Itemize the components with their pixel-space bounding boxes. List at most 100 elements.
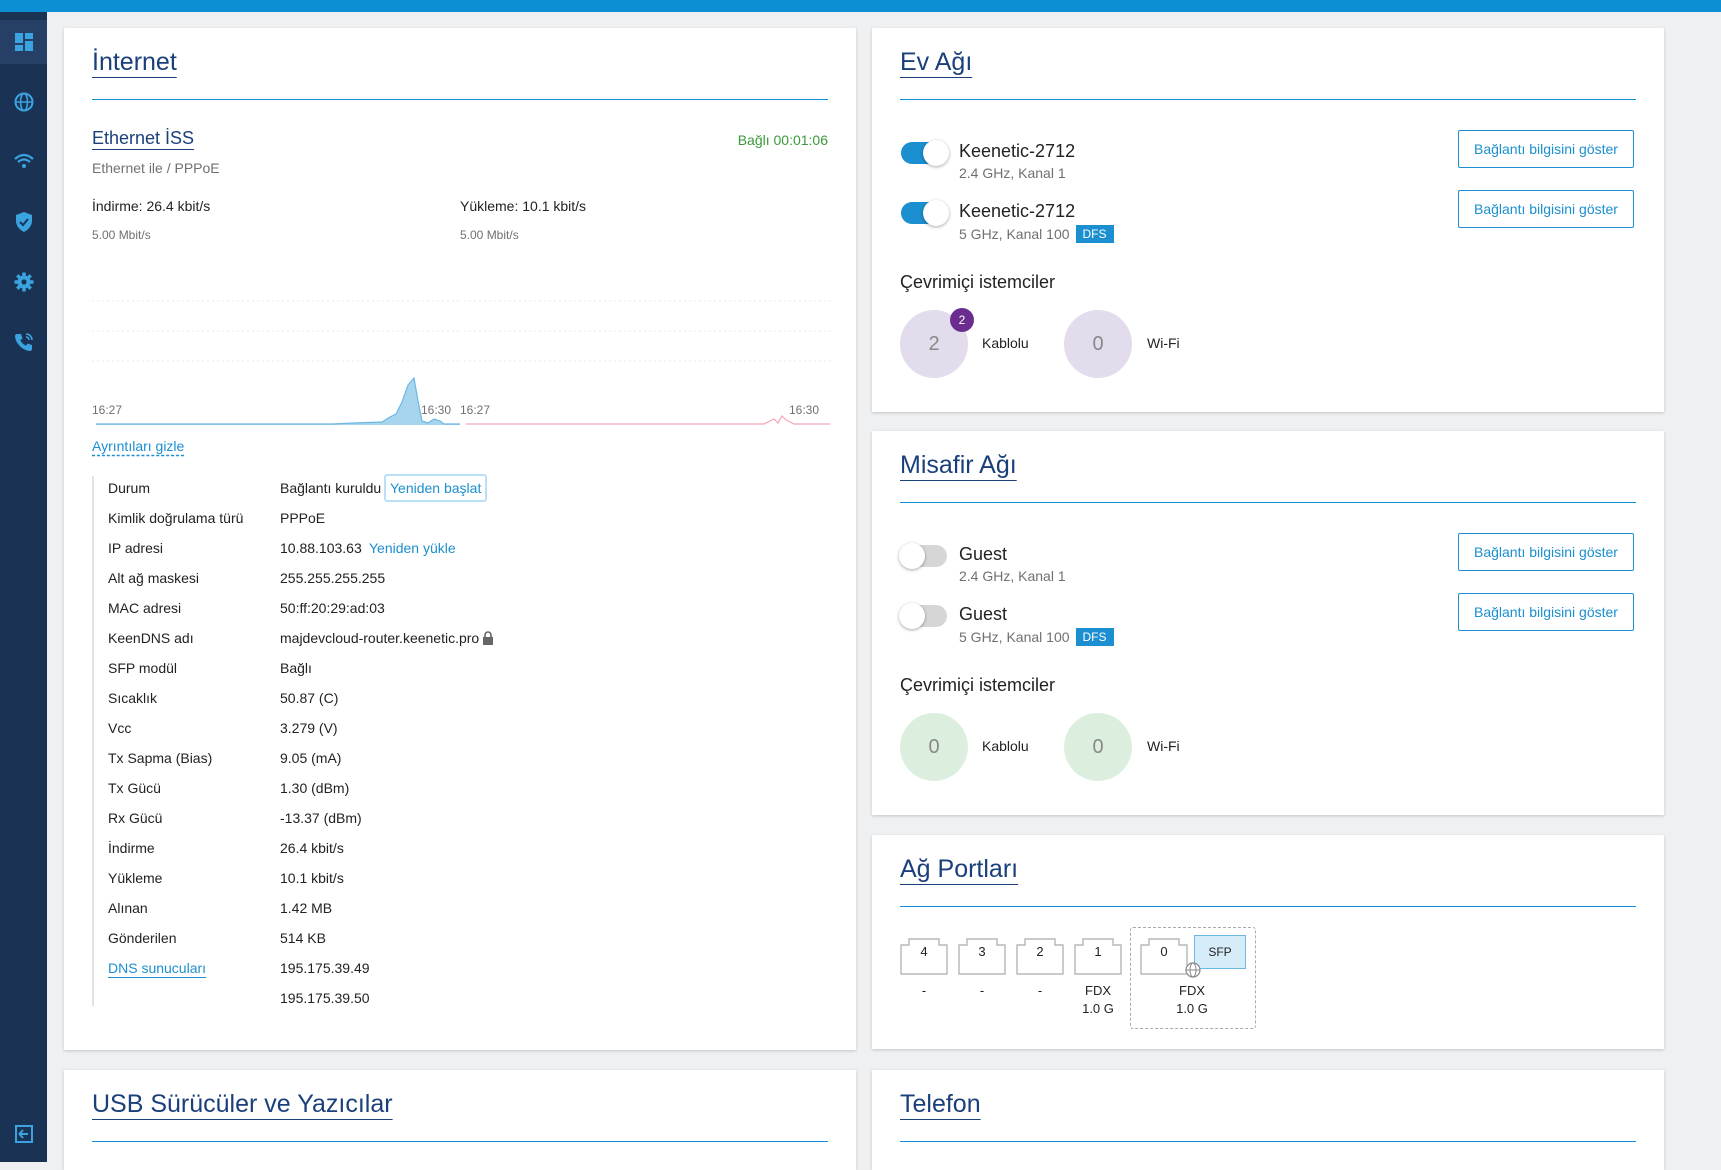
detail-label: İndirme bbox=[108, 840, 155, 856]
port-number: 3 bbox=[978, 944, 986, 959]
port-status-line1: - bbox=[921, 983, 927, 998]
show-connection-info-button[interactable]: Bağlantı bilgisini göster bbox=[1458, 130, 1634, 168]
wifi-clients-count: 0 bbox=[1092, 735, 1104, 758]
detail-value: 195.175.39.50 bbox=[280, 990, 370, 1006]
wifi-toggle-5[interactable] bbox=[901, 200, 949, 226]
port-2[interactable]: 2 bbox=[1016, 935, 1064, 975]
sidebar-item-logout[interactable] bbox=[0, 1112, 47, 1156]
port-status-line1: - bbox=[979, 983, 985, 998]
port-status: - bbox=[958, 982, 1006, 1000]
sidebar-item-wifi[interactable] bbox=[0, 140, 47, 184]
restart-link[interactable]: Yeniden başlat bbox=[384, 474, 488, 502]
phone-icon bbox=[14, 333, 33, 351]
wired-clients-circle[interactable]: 0 bbox=[900, 713, 968, 781]
download-time-start: 16:27 bbox=[92, 403, 123, 417]
guest-toggle-24[interactable] bbox=[899, 543, 947, 569]
port-number: 0 bbox=[1160, 944, 1168, 959]
card-title: Telefon bbox=[900, 1090, 981, 1118]
guest-toggle-5[interactable] bbox=[899, 603, 947, 629]
port-status: - bbox=[1016, 982, 1064, 1000]
upload-graph bbox=[464, 300, 832, 425]
detail-label: SFP modül bbox=[108, 660, 177, 676]
dfs-badge: DFS bbox=[1075, 628, 1114, 646]
network-ports-card: Ağ Portları 4 - 3 - 2 - 1 FDX 1.0 G 0 SF… bbox=[872, 835, 1664, 1049]
show-connection-info-button[interactable]: Bağlantı bilgisini göster bbox=[1458, 533, 1634, 571]
show-connection-info-button[interactable]: Bağlantı bilgisini göster bbox=[1458, 593, 1634, 631]
ssid-band: 5 GHz, Kanal 100 DFS bbox=[959, 628, 1114, 646]
detail-value: 255.255.255.255 bbox=[280, 570, 386, 586]
hide-details-link[interactable]: Ayrıntıları gizle bbox=[92, 438, 185, 454]
detail-label: Alınan bbox=[108, 900, 148, 916]
phone-card: Telefon bbox=[872, 1070, 1664, 1170]
logout-icon bbox=[14, 1125, 33, 1143]
ethernet-port-icon bbox=[1016, 938, 1064, 975]
ssid-name: Keenetic-2712 bbox=[959, 201, 1076, 221]
iss-title[interactable]: Ethernet İSS bbox=[92, 128, 195, 148]
detail-value: 1.42 MB bbox=[280, 900, 333, 916]
port-4[interactable]: 4 bbox=[900, 935, 948, 975]
ssid-name: Guest bbox=[959, 604, 1008, 624]
download-time-end: 16:30 bbox=[421, 403, 452, 417]
detail-value: 10.1 kbit/s bbox=[280, 870, 344, 886]
title-divider bbox=[900, 1141, 1636, 1142]
detail-label-durum: Durum bbox=[108, 480, 151, 496]
sfp-port[interactable]: SFP bbox=[1194, 935, 1246, 969]
detail-value: 3.279 (V) bbox=[280, 720, 338, 736]
ethernet-port-icon bbox=[1074, 938, 1122, 975]
port-0[interactable]: 0 bbox=[1140, 935, 1188, 975]
detail-value: 50:ff:20:29:ad:03 bbox=[280, 600, 385, 616]
detail-value: 50.87 (C) bbox=[280, 690, 339, 706]
online-clients-title: Çevrimiçi istemciler bbox=[900, 272, 1056, 292]
show-connection-info-button[interactable]: Bağlantı bilgisini göster bbox=[1458, 190, 1634, 228]
upload-label: Yükleme: 10.1 kbit/s bbox=[460, 198, 587, 214]
title-divider bbox=[900, 99, 1636, 100]
detail-label: Tx Gücü bbox=[108, 780, 161, 796]
dns-servers-link[interactable]: DNS sunucuları bbox=[108, 960, 207, 976]
sidebar-item-phone[interactable] bbox=[0, 320, 47, 364]
sidebar bbox=[0, 12, 47, 1162]
sidebar-item-internet[interactable] bbox=[0, 80, 47, 124]
port-number: 4 bbox=[920, 944, 928, 959]
dashboard-icon bbox=[14, 33, 33, 51]
wifi-clients-circle[interactable]: 0 bbox=[1064, 310, 1132, 378]
connection-status: Bağlı 00:01:06 bbox=[737, 132, 828, 148]
online-clients-title: Çevrimiçi istemciler bbox=[900, 675, 1056, 695]
wifi-clients-circle[interactable]: 0 bbox=[1064, 713, 1132, 781]
title-divider bbox=[92, 99, 828, 100]
detail-value: majdevcloud-router.keenetic.pro bbox=[280, 630, 480, 646]
detail-value: -13.37 (dBm) bbox=[280, 810, 362, 826]
port-1[interactable]: 1 bbox=[1074, 935, 1122, 975]
sidebar-item-settings[interactable] bbox=[0, 260, 47, 304]
top-accent-bar bbox=[0, 0, 1721, 12]
home-network-card: Ev Ağı Keenetic-2712 2.4 GHz, Kanal 1 Ba… bbox=[872, 28, 1664, 412]
port-status-line1: - bbox=[1037, 983, 1043, 998]
title-divider bbox=[900, 906, 1636, 907]
upload-time-start: 16:27 bbox=[460, 403, 491, 417]
download-graph bbox=[92, 300, 460, 425]
wifi-clients-label: Wi-Fi bbox=[1147, 738, 1180, 754]
detail-value: 514 KB bbox=[280, 930, 326, 946]
reload-link[interactable]: Yeniden yükle bbox=[369, 540, 456, 556]
sidebar-item-security[interactable] bbox=[0, 200, 47, 244]
wired-clients-count: 0 bbox=[928, 735, 940, 758]
detail-value: 26.4 kbit/s bbox=[280, 840, 344, 856]
detail-label: IP adresi bbox=[108, 540, 163, 556]
shield-icon bbox=[15, 212, 32, 232]
detail-value: 9.05 (mA) bbox=[280, 750, 342, 766]
detail-label: KeenDNS adı bbox=[108, 630, 194, 646]
port-3[interactable]: 3 bbox=[958, 935, 1006, 975]
wifi-toggle-24[interactable] bbox=[901, 140, 949, 166]
title-divider bbox=[900, 502, 1636, 503]
sidebar-item-dashboard[interactable] bbox=[0, 20, 47, 64]
wifi-icon bbox=[13, 153, 34, 168]
wifi-clients-count: 0 bbox=[1092, 332, 1104, 355]
port-status-line1: FDX bbox=[1085, 983, 1111, 998]
globe-icon bbox=[14, 92, 33, 112]
detail-value: 195.175.39.49 bbox=[280, 960, 370, 976]
port-status: FDX 1.0 G bbox=[1168, 982, 1216, 1018]
usb-card: USB Sürücüler ve Yazıcılar bbox=[64, 1070, 856, 1170]
toggle-knob bbox=[899, 603, 925, 629]
ssid-band: 2.4 GHz, Kanal 1 bbox=[959, 165, 1066, 181]
ethernet-port-icon bbox=[1140, 938, 1188, 975]
detail-label: Sıcaklık bbox=[108, 690, 158, 706]
